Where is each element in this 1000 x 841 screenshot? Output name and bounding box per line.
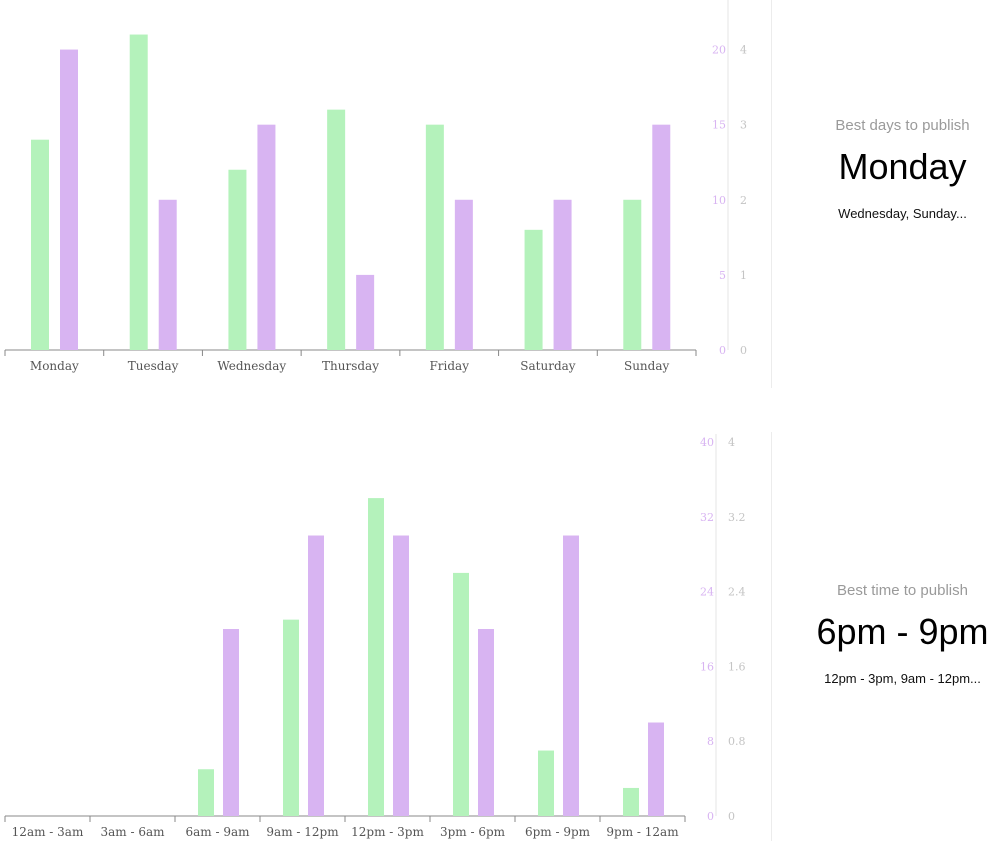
time-left-tick-label: 0: [707, 810, 714, 823]
time-bar: [648, 722, 664, 816]
time-x-tick-label: 9pm - 12am: [606, 825, 679, 839]
days-bar: [425, 124, 444, 350]
days-x-tick-label: Thursday: [322, 359, 379, 373]
days-bar: [327, 109, 346, 350]
days-summary: Best days to publish Monday Wednesday, S…: [805, 117, 1000, 221]
days-bar: [623, 199, 642, 350]
time-bar: [393, 535, 409, 816]
time-x-tick-label: 9am - 12pm: [266, 825, 339, 839]
days-x-tick-label: Friday: [429, 359, 469, 373]
days-x-tick-label: Sunday: [624, 359, 670, 373]
days-bar: [129, 34, 148, 350]
time-x-tick-label: 12pm - 3pm: [351, 825, 424, 839]
days-bar: [228, 169, 247, 350]
days-right-tick-label: 3: [740, 119, 747, 132]
time-x-tick-label: 6am - 9am: [185, 825, 250, 839]
time-left-tick-label: 8: [707, 735, 714, 748]
days-bar: [553, 199, 572, 350]
time-bar: [223, 629, 239, 816]
time-divider: [771, 432, 772, 841]
time-bar: [198, 769, 214, 816]
days-right-tick-label: 1: [740, 269, 747, 282]
best-day: Monday: [838, 146, 967, 187]
time-right-tick-label: 3.2: [728, 511, 746, 524]
time-right-tick-label: 0.8: [728, 735, 746, 748]
time-x-tick-label: 6pm - 9pm: [525, 825, 591, 839]
time-left-tick-label: 16: [700, 660, 714, 673]
time-x-tick-label: 12am - 3am: [12, 825, 84, 839]
time-x-tick-label: 3pm - 6pm: [440, 825, 506, 839]
time-left-tick-label: 40: [700, 436, 714, 449]
time-bar: [368, 498, 384, 816]
days-left-tick-label: 0: [719, 344, 726, 357]
time-bar: [563, 535, 579, 816]
days-summary-caption: Best days to publish: [835, 117, 970, 134]
days-right-tick-label: 2: [740, 194, 747, 207]
time-bar: [623, 787, 639, 816]
days-x-tick-label: Wednesday: [217, 359, 286, 373]
other-times: 12pm - 3pm, 9am - 12pm...: [824, 671, 981, 686]
time-right-tick-label: 0: [728, 810, 735, 823]
days-x-tick-label: Tuesday: [128, 359, 179, 373]
time-left-tick-label: 32: [700, 511, 714, 524]
days-bar: [356, 274, 375, 350]
days-bar-chart: Monday Tuesday Wednesday Thursday Friday Satu…: [4, 0, 747, 373]
days-divider: [771, 0, 772, 388]
time-bar: [283, 619, 299, 816]
time-bar: [538, 750, 554, 816]
days-bar: [524, 229, 543, 350]
days-bar: [652, 124, 671, 350]
days-x-tick-label: Monday: [30, 359, 79, 373]
days-left-tick-label: 10: [712, 194, 726, 207]
time-bar: [478, 629, 494, 816]
days-bar: [60, 49, 78, 350]
days-bar: [158, 199, 177, 350]
days-x-tick-label: Saturday: [520, 359, 575, 373]
days-bar: [454, 199, 473, 350]
time-right-tick-label: 4: [728, 436, 735, 449]
time-bar-chart: 12am - 3am 3am - 6am 6am - 9am 9am - 12pm 12…: [4, 434, 746, 839]
best-time: 6pm - 9pm: [816, 611, 989, 652]
days-bar: [31, 139, 49, 350]
time-left-tick-label: 24: [700, 586, 714, 599]
days-right-tick-label: 0: [740, 344, 747, 357]
time-bar: [453, 572, 469, 816]
time-right-tick-label: 2.4: [728, 586, 746, 599]
days-bar: [257, 124, 276, 350]
other-days: Wednesday, Sunday...: [838, 206, 967, 221]
time-summary-caption: Best time to publish: [837, 582, 968, 599]
days-right-tick-label: 4: [740, 44, 747, 57]
days-left-tick-label: 5: [719, 269, 726, 282]
days-left-tick-label: 20: [712, 44, 726, 57]
time-summary: Best time to publish 6pm - 9pm 12pm - 3p…: [805, 582, 1000, 686]
days-left-tick-label: 15: [712, 119, 726, 132]
time-right-tick-label: 1.6: [728, 660, 746, 673]
time-x-tick-label: 3am - 6am: [100, 825, 165, 839]
time-bar: [308, 535, 324, 816]
